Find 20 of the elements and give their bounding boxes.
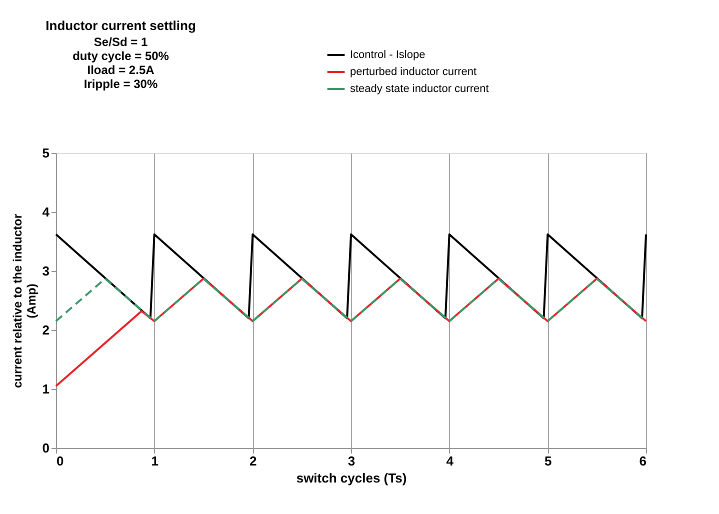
y-axis-title: current relative to the inductor (Amp): [10, 214, 38, 388]
x-tick-label: 6: [639, 454, 646, 468]
chart-subtitle: Se/Sd = 1 duty cycle = 50% Iload = 2.5A Iripple = 30%: [72, 35, 170, 91]
x-tick-label: 4: [446, 454, 454, 468]
y-tick-label: 2: [42, 322, 50, 338]
y-tick-label: 0: [42, 440, 50, 456]
x-axis-title: switch cycles (Ts): [296, 470, 407, 486]
y-tick-label: 3: [42, 264, 50, 278]
chart-title: Inductor current settling: [46, 18, 196, 33]
x-tick-label: 3: [348, 454, 356, 468]
x-tick-label: 0: [56, 454, 64, 468]
x-tick-label: 1: [151, 454, 158, 468]
y-tick-label: 1: [42, 382, 50, 396]
legend-label: perturbed inductor current: [350, 66, 477, 78]
x-tick-label: 2: [250, 454, 257, 468]
legend-label: steady state inductor current: [350, 83, 489, 95]
legend-label: Icontrol - Islope: [350, 49, 426, 61]
y-tick-label: 5: [42, 146, 50, 160]
y-tick-label: 4: [42, 204, 50, 220]
x-tick-label: 5: [544, 454, 552, 468]
